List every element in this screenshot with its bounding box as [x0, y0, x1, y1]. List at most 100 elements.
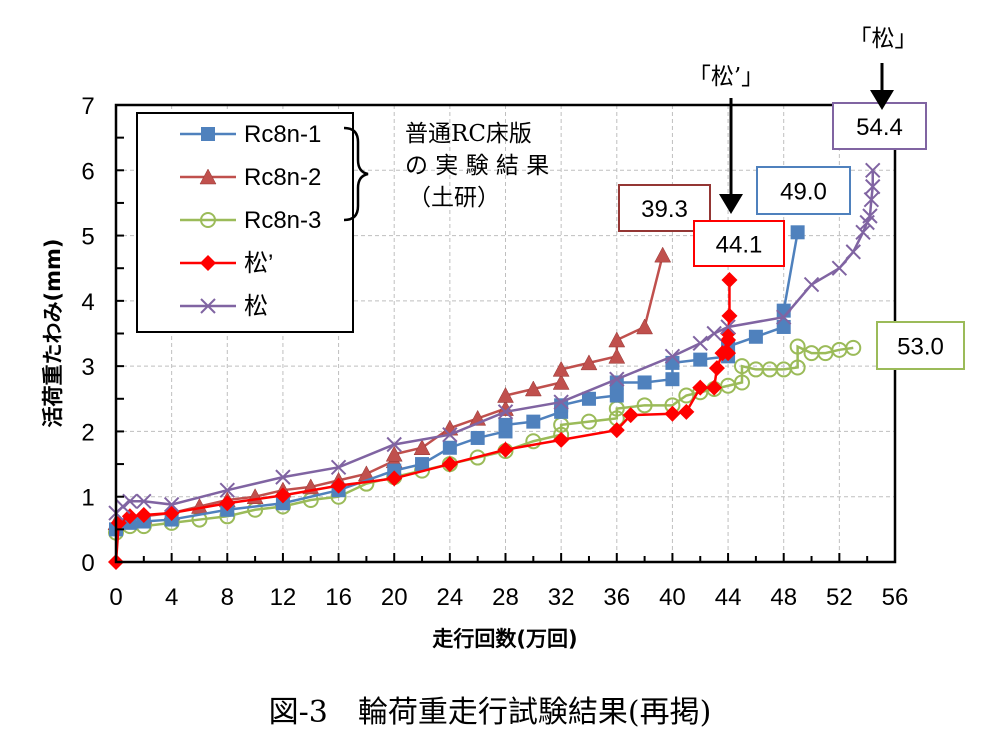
legend-group-note-line-1: 普通RC床版: [405, 121, 532, 147]
data-point-rc8n-2: [636, 318, 654, 335]
data-point-matsu-prime: [330, 477, 347, 494]
x-tick-label: 4: [165, 584, 178, 611]
legend: Rc8n-1 Rc8n-2 Rc8n-3 松’ 松: [136, 112, 354, 333]
data-point-rc8n-1: [470, 430, 485, 445]
data-point-rc8n-1: [637, 375, 652, 390]
data-point-matsu: [845, 244, 861, 260]
legend-group-brace: [343, 126, 369, 222]
value-callout-44-1: 44.1: [693, 220, 785, 267]
data-point-matsu-prime: [664, 405, 681, 422]
x-axis-title: 走行回数(万回): [432, 627, 577, 651]
x-marker-stroke: [863, 191, 880, 208]
data-point-matsu-prime: [553, 431, 570, 448]
x-marker-stroke: [200, 298, 216, 314]
data-point-matsu-prime: [678, 403, 695, 420]
x-tick-label: 44: [715, 584, 742, 611]
x-tick-label: 32: [548, 584, 575, 611]
x-marker-stroke: [803, 276, 820, 293]
callout-value: 39.3: [641, 196, 688, 223]
legend-label: Rc8n-2: [244, 164, 321, 191]
legend-label: Rc8n-3: [244, 207, 321, 234]
x-marker-stroke: [706, 325, 722, 342]
data-point-rc8n-2: [524, 380, 542, 397]
callout-box: [876, 321, 965, 370]
y-tick-label: 2: [81, 419, 94, 446]
data-point-rc8n-2: [580, 354, 598, 371]
data-point-matsu: [136, 493, 152, 509]
data-point-matsu: [497, 404, 514, 420]
x-marker-stroke: [115, 498, 131, 515]
x-marker-stroke: [664, 348, 681, 365]
data-point-matsu-prime: [721, 271, 738, 288]
x-marker-stroke: [865, 162, 881, 178]
arrow-label: 「松’」: [688, 64, 764, 90]
series-matsu-prime: [108, 271, 738, 570]
y-tick-label: 3: [81, 354, 94, 381]
x-tick-label: 20: [381, 584, 408, 611]
data-point-matsu-prime: [386, 470, 403, 487]
x-marker-stroke: [720, 319, 736, 335]
data-point-matsu: [442, 426, 458, 443]
data-point-matsu: [664, 348, 681, 365]
data-point-rc8n-1: [442, 440, 457, 455]
data-point-matsu-prime: [721, 307, 738, 324]
data-point-rc8n-1: [415, 457, 430, 472]
x-marker-stroke: [442, 426, 458, 443]
legend-group-note-line-2: の 実 験 結 果: [405, 153, 549, 179]
data-point-matsu: [865, 178, 881, 195]
data-point-rc8n-2: [552, 360, 570, 377]
arrow-annotation-matsu: 「松」: [849, 26, 918, 110]
data-point-rc8n-2: [608, 347, 626, 364]
data-point-matsu-prime: [121, 508, 138, 525]
data-point-rc8n-1: [498, 417, 513, 432]
x-marker-stroke: [136, 493, 152, 509]
data-point-rc8n-3: [733, 374, 750, 391]
legend-item-rc8n-3: Rc8n-3: [180, 207, 321, 234]
data-point-rc8n-1: [526, 414, 541, 429]
x-marker-stroke: [692, 335, 708, 351]
data-point-matsu-prime: [708, 360, 725, 377]
data-point-matsu-prime: [622, 407, 639, 424]
x-marker-stroke: [163, 496, 180, 513]
x-marker-stroke: [862, 208, 878, 224]
data-point-rc8n-2: [385, 445, 403, 462]
x-marker-stroke: [219, 482, 235, 498]
x-tick-label: 12: [270, 584, 297, 611]
legend-marker: [199, 168, 217, 185]
legend-marker: [201, 127, 215, 141]
data-point-rc8n-1: [776, 319, 791, 334]
data-point-matsu: [855, 224, 871, 241]
data-point-matsu: [609, 371, 625, 387]
x-tick-label: 8: [221, 584, 234, 611]
callout-box: [693, 220, 785, 267]
callout-box: [756, 166, 851, 215]
data-point-rc8n-3: [789, 338, 806, 355]
legend-item-rc8n-2: Rc8n-2: [180, 164, 321, 191]
legend-group-note-line-3: （土研）: [408, 185, 500, 211]
legend-item-rc8n-1: Rc8n-1: [180, 121, 321, 148]
arrow-label: 「松」: [849, 26, 918, 52]
x-marker-stroke: [122, 493, 138, 509]
x-tick-label: 56: [882, 584, 909, 611]
x-marker-stroke: [497, 404, 514, 420]
data-point-rc8n-2: [654, 246, 672, 263]
data-point-rc8n-1: [665, 372, 680, 387]
data-point-rc8n-3: [789, 359, 806, 376]
data-point-matsu: [275, 469, 291, 485]
data-point-matsu: [386, 436, 402, 453]
data-point-rc8n-2: [497, 386, 514, 403]
data-point-matsu: [865, 162, 881, 178]
legend-marker: [200, 212, 216, 228]
data-point-rc8n-3: [845, 339, 862, 356]
data-point-rc8n-3: [525, 433, 542, 450]
data-point-matsu: [115, 498, 131, 515]
data-point-matsu-prime: [720, 345, 737, 362]
data-point-matsu-prime: [219, 495, 236, 512]
data-point-rc8n-1: [748, 329, 763, 344]
callout-value: 49.0: [780, 179, 827, 206]
data-point-matsu: [122, 493, 138, 509]
value-callout-49-0: 49.0: [756, 166, 851, 215]
data-point-matsu-prime: [441, 456, 458, 473]
data-point-matsu: [776, 309, 792, 325]
legend-label: 松: [244, 293, 268, 320]
